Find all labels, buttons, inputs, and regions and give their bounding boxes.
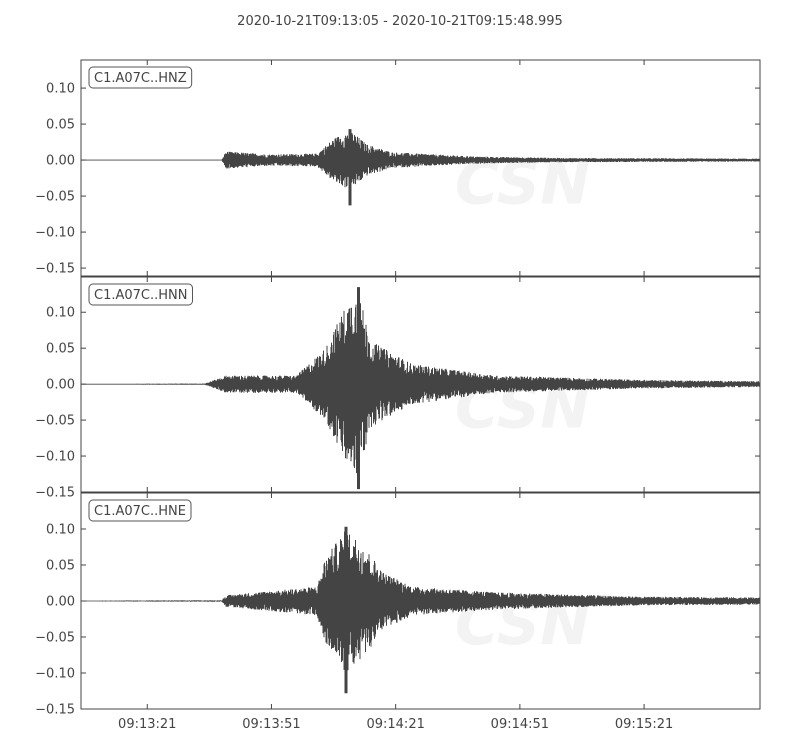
y-tick-label: 0.10 bbox=[46, 82, 75, 97]
y-tick-label: −0.05 bbox=[35, 414, 75, 429]
trace-label-box bbox=[88, 66, 193, 89]
trace-label-box bbox=[88, 499, 192, 522]
y-tick-label: −0.15 bbox=[35, 262, 75, 277]
y-tick-label: 0.10 bbox=[46, 306, 75, 321]
y-tick-label: −0.15 bbox=[35, 703, 75, 718]
trace-panel: CSN0.100.050.00−0.05−0.10−0.15C1.A07C..H… bbox=[35, 59, 761, 277]
y-tick-label: 0.05 bbox=[46, 118, 75, 133]
trace-label: C1.A07C..HNZ bbox=[94, 71, 187, 86]
axes-frame bbox=[80, 59, 761, 277]
trace-label: C1.A07C..HNN bbox=[94, 288, 187, 303]
y-tick-label: 0.00 bbox=[46, 595, 75, 610]
x-tick-label: 09:13:21 bbox=[118, 717, 176, 732]
y-tick-label: −0.15 bbox=[35, 486, 75, 501]
y-tick-label: −0.10 bbox=[35, 226, 75, 241]
y-tick-label: 0.00 bbox=[46, 154, 75, 169]
waveform-trace bbox=[80, 287, 760, 490]
chart-title: 2020-10-21T09:13:05 - 2020-10-21T09:15:4… bbox=[237, 14, 563, 29]
x-tick-label: 09:13:51 bbox=[242, 717, 300, 732]
y-tick-label: 0.05 bbox=[46, 559, 75, 574]
y-tick-label: 0.00 bbox=[46, 378, 75, 393]
x-tick-label: 09:15:21 bbox=[615, 717, 673, 732]
y-tick-label: −0.10 bbox=[35, 450, 75, 465]
trace-label: C1.A07C..HNE bbox=[94, 504, 186, 519]
trace-panel: CSN0.100.050.00−0.05−0.10−0.15C1.A07C..H… bbox=[35, 276, 761, 501]
waveform-trace bbox=[80, 526, 760, 694]
y-tick-label: −0.10 bbox=[35, 667, 75, 682]
y-tick-label: −0.05 bbox=[35, 190, 75, 205]
y-tick-label: 0.10 bbox=[46, 523, 75, 538]
y-tick-label: −0.05 bbox=[35, 631, 75, 646]
x-tick-label: 09:14:21 bbox=[366, 717, 424, 732]
x-tick-label: 09:14:51 bbox=[491, 717, 549, 732]
waveform-trace bbox=[80, 129, 760, 206]
trace-label-box bbox=[88, 283, 193, 306]
y-tick-label: 0.05 bbox=[46, 342, 75, 357]
